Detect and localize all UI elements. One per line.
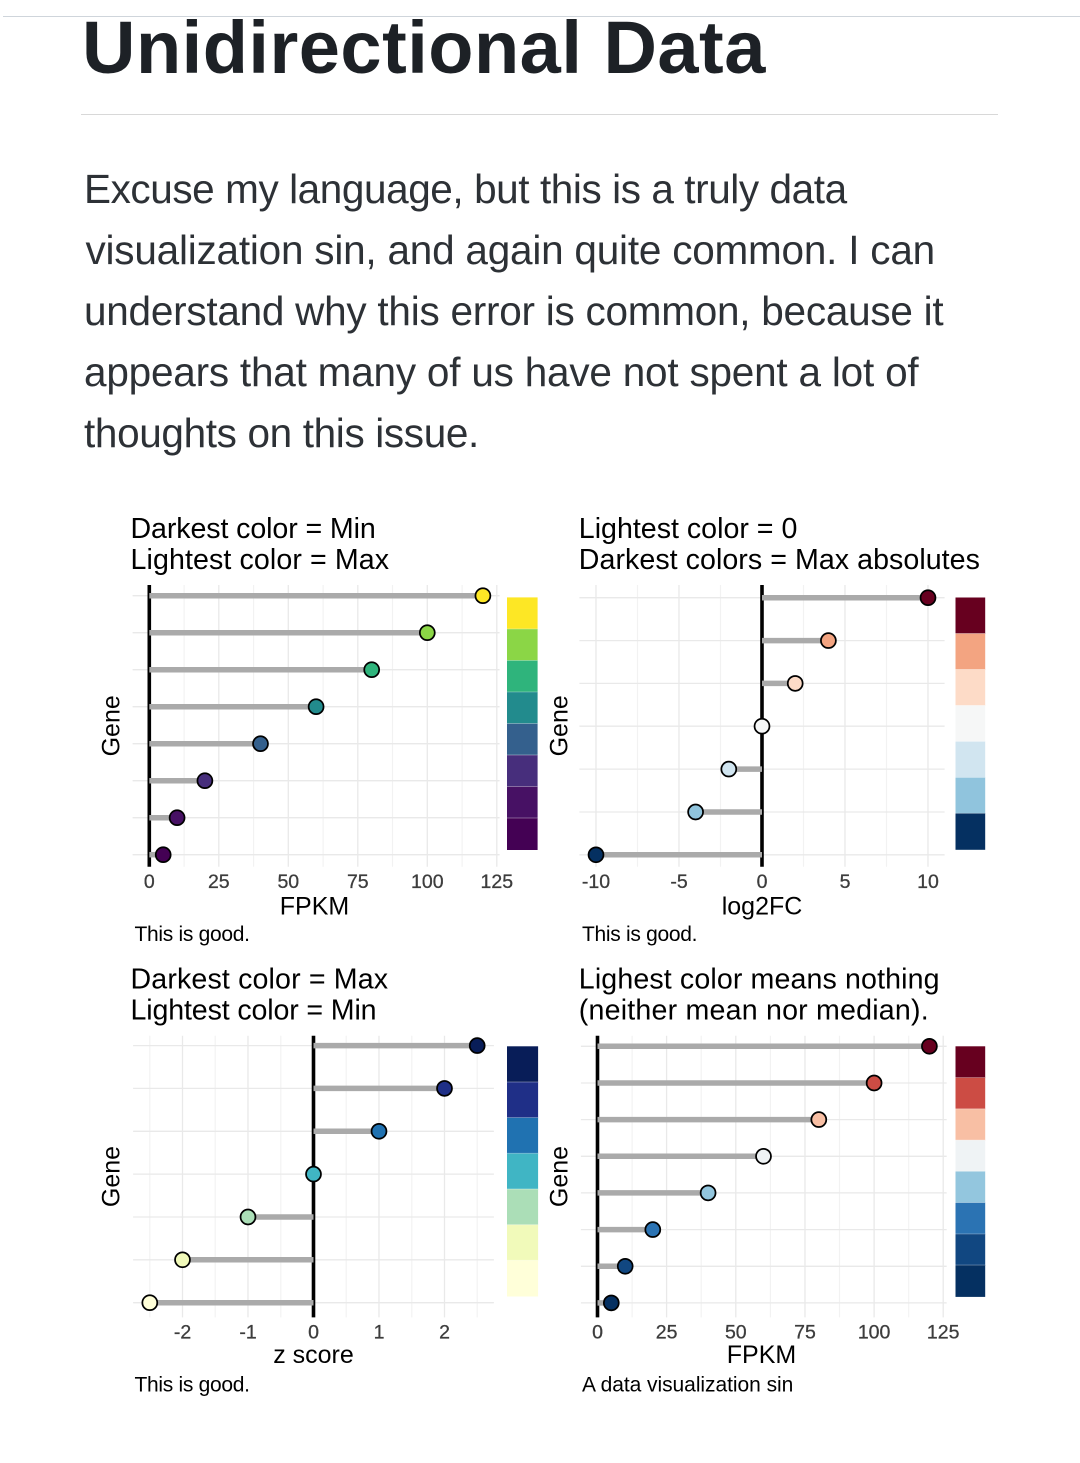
svg-text:Gene: Gene [546, 695, 574, 756]
svg-text:75: 75 [347, 871, 369, 893]
svg-text:0: 0 [757, 871, 768, 893]
svg-text:0: 0 [308, 1322, 319, 1344]
svg-text:log2FC: log2FC [722, 893, 803, 921]
svg-text:25: 25 [656, 1322, 678, 1344]
svg-text:Darkest colors = Max absolutes: Darkest colors = Max absolutes [579, 544, 980, 576]
svg-text:z score: z score [273, 1341, 354, 1369]
svg-text:125: 125 [927, 1322, 960, 1344]
svg-text:Lightest color = Min: Lightest color = Min [131, 995, 377, 1027]
svg-text:This is good.: This is good. [135, 1374, 250, 1397]
svg-text:50: 50 [725, 1322, 747, 1344]
svg-text:-10: -10 [582, 871, 610, 893]
svg-text:0: 0 [144, 871, 155, 893]
svg-text:10: 10 [917, 871, 939, 893]
svg-text:125: 125 [481, 871, 514, 893]
svg-text:1: 1 [374, 1322, 385, 1344]
svg-text:FPKM: FPKM [280, 893, 349, 921]
svg-text:-1: -1 [239, 1322, 256, 1344]
svg-text:This is good.: This is good. [582, 923, 697, 946]
svg-text:Gene: Gene [98, 695, 126, 756]
svg-text:Lightest color = Max: Lightest color = Max [131, 544, 390, 576]
svg-text:50: 50 [277, 871, 299, 893]
svg-text:This is good.: This is good. [135, 923, 250, 946]
svg-text:Lighest color means nothing: Lighest color means nothing [579, 963, 940, 995]
svg-text:2: 2 [439, 1322, 450, 1344]
svg-text:0: 0 [592, 1322, 603, 1344]
svg-text:FPKM: FPKM [727, 1341, 796, 1369]
svg-text:A data visualization sin: A data visualization sin [582, 1374, 793, 1397]
svg-text:Gene: Gene [98, 1146, 126, 1207]
svg-text:100: 100 [858, 1322, 891, 1344]
svg-text:(neither mean nor median).: (neither mean nor median). [579, 995, 929, 1027]
svg-text:75: 75 [794, 1322, 816, 1344]
svg-text:Darkest color = Min: Darkest color = Min [131, 513, 376, 545]
svg-text:Darkest color = Max: Darkest color = Max [131, 963, 389, 995]
svg-text:5: 5 [840, 871, 851, 893]
svg-text:Gene: Gene [546, 1146, 574, 1207]
svg-text:-2: -2 [174, 1322, 191, 1344]
svg-text:25: 25 [208, 871, 230, 893]
svg-text:-5: -5 [670, 871, 687, 893]
svg-text:100: 100 [411, 871, 444, 893]
svg-text:Lightest color = 0: Lightest color = 0 [579, 513, 798, 545]
